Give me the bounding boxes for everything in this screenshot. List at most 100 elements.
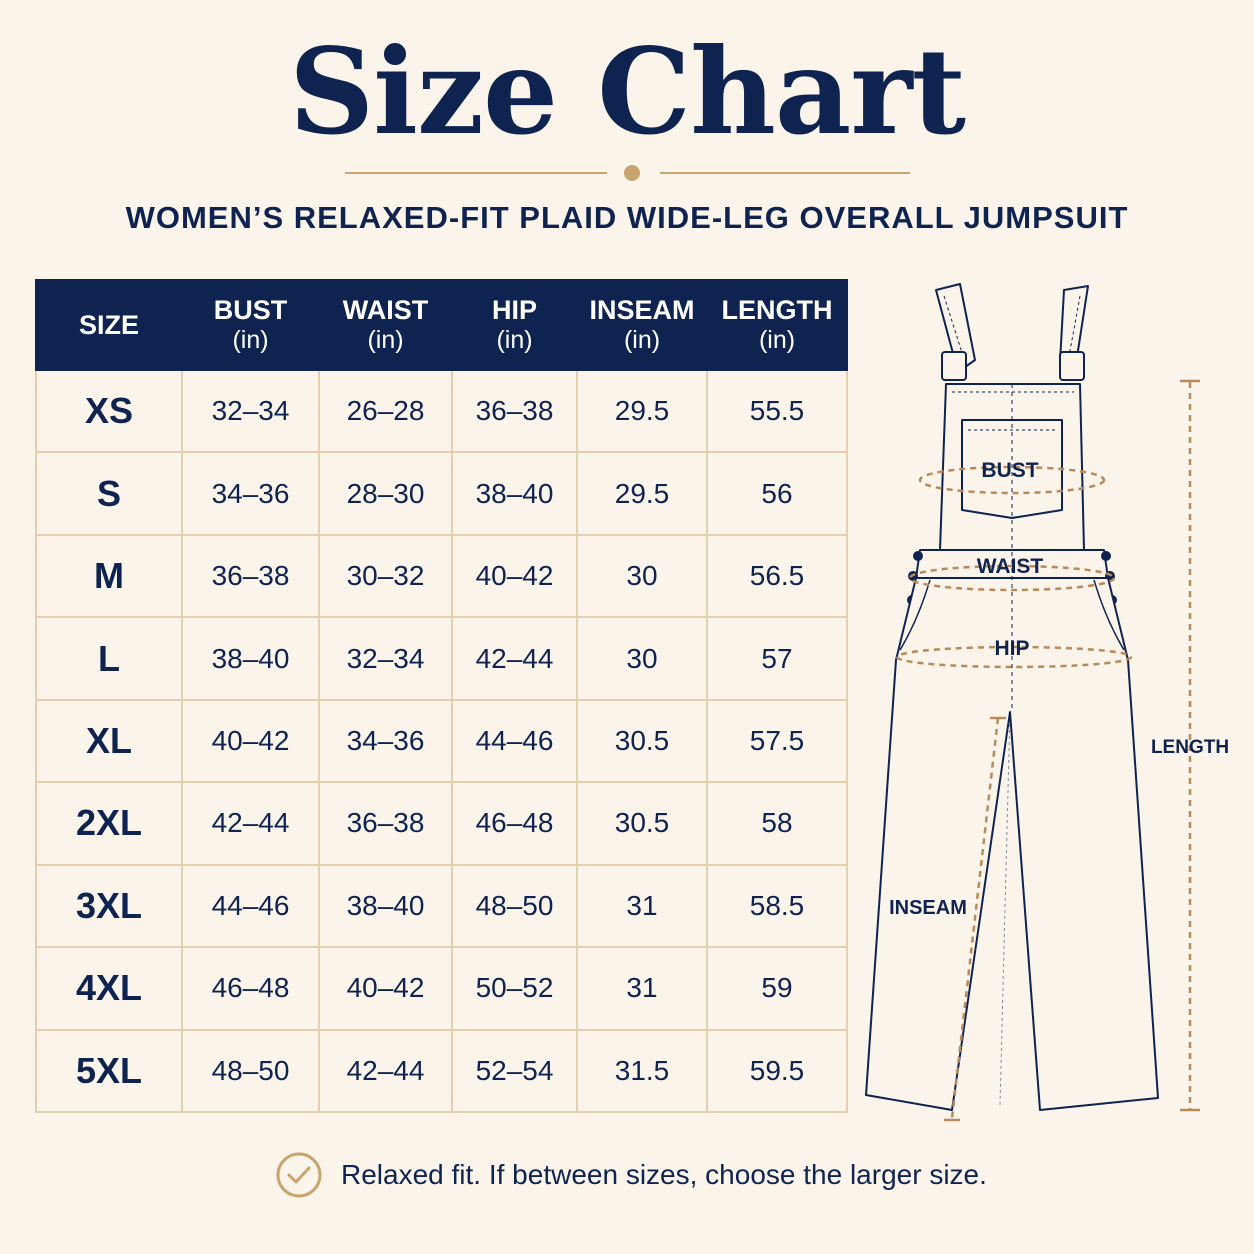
overalls-illustration (865, 283, 1159, 1111)
table-row: XS 32–34 26–28 36–38 29.5 55.5 (35, 368, 848, 454)
measurement-cell: 46–48 (451, 781, 578, 866)
measurement-cell: 57 (706, 616, 848, 701)
measurement-cell: 56.5 (706, 533, 848, 619)
size-cell: 4XL (35, 946, 183, 1031)
measurement-cell: 31.5 (576, 1028, 708, 1113)
measurement-cell: 34–36 (181, 451, 320, 536)
inseam-label: INSEAM (889, 897, 967, 919)
hip-measure-line (895, 645, 1133, 669)
column-header-unit: (in) (232, 326, 269, 354)
hip-label: HIP (994, 637, 1029, 660)
measurement-cell: 44–46 (181, 863, 320, 949)
size-cell: XS (35, 368, 183, 454)
measurement-cell: 30.5 (576, 698, 708, 784)
column-header-unit: (in) (367, 326, 404, 354)
measurement-cell: 31 (576, 946, 708, 1031)
column-header-label: BUST (213, 295, 288, 325)
size-cell: 5XL (35, 1028, 183, 1113)
page-title: Size Chart (288, 22, 966, 161)
measurement-cell: 38–40 (318, 863, 453, 949)
measurement-cell: 29.5 (576, 451, 708, 536)
table-header-row: SIZE BUST (in) WAIST (in) HIP (in) INSEAM (in) LE… (35, 279, 848, 371)
measurement-cell: 58.5 (706, 863, 848, 949)
waist-label: WAIST (977, 555, 1044, 578)
measurement-cell: 58 (706, 781, 848, 866)
size-cell: 3XL (35, 863, 183, 949)
measurement-cell: 48–50 (181, 1028, 320, 1113)
table-row: 4XL 46–48 40–42 50–52 31 59 (35, 946, 848, 1031)
measurement-cell: 48–50 (451, 863, 578, 949)
measurement-cell: 50–52 (451, 946, 578, 1031)
measurement-cell: 40–42 (318, 946, 453, 1031)
measurement-cell: 40–42 (451, 533, 578, 619)
size-cell: S (35, 451, 183, 536)
product-subtitle: WOMEN’S RELAXED-FIT PLAID WIDE-LEG OVERA… (125, 200, 1129, 235)
column-header-label: HIP (491, 295, 537, 325)
measurement-cell: 57.5 (706, 698, 848, 784)
measurement-cell: 36–38 (451, 368, 578, 454)
inseam-measure-line (950, 717, 1000, 1119)
column-header-unit: (in) (496, 326, 533, 354)
measurement-cell: 46–48 (181, 946, 320, 1031)
measurement-cell: 38–40 (181, 616, 320, 701)
column-header-inseam: INSEAM (in) (576, 279, 708, 371)
table-row: M 36–38 30–32 40–42 30 56.5 (35, 533, 848, 619)
measurement-cell: 59.5 (706, 1028, 848, 1113)
measurement-cell: 29.5 (576, 368, 708, 454)
measurement-cell: 59 (706, 946, 848, 1031)
table-row: 5XL 48–50 42–44 52–54 31.5 59.5 (35, 1028, 848, 1113)
size-table: SIZE BUST (in) WAIST (in) HIP (in) INSEAM (in) LE… (35, 279, 848, 1113)
bust-label: BUST (981, 459, 1038, 482)
measurement-cell: 30–32 (318, 533, 453, 619)
table-body: XS 32–34 26–28 36–38 29.5 55.5 S 34–36 28–30 38–4… (35, 368, 848, 1113)
measurement-cell: 34–36 (318, 698, 453, 784)
measurement-cell: 30 (576, 616, 708, 701)
measurement-cell: 40–42 (181, 698, 320, 784)
column-header-hip: HIP (in) (451, 279, 578, 371)
table-row: 3XL 44–46 38–40 48–50 31 58.5 (35, 863, 848, 949)
measurement-cell: 42–44 (318, 1028, 453, 1113)
fit-note-text: Relaxed fit. If between sizes, choose th… (341, 1159, 987, 1190)
measurement-cell: 42–44 (451, 616, 578, 701)
bust-measure-line (918, 465, 1106, 495)
title-divider-left (345, 172, 607, 174)
size-cell: L (35, 616, 183, 701)
table-row: S 34–36 28–30 38–40 29.5 56 (35, 451, 848, 536)
column-header-label: LENGTH (721, 295, 833, 325)
column-header-size: SIZE (35, 279, 183, 371)
measurement-cell: 55.5 (706, 368, 848, 454)
measurement-cell: 36–38 (181, 533, 320, 619)
measurement-cell: 32–34 (181, 368, 320, 454)
measure-end-caps (944, 379, 1200, 1122)
column-header-label: INSEAM (589, 295, 695, 325)
column-header-bust: BUST (in) (181, 279, 320, 371)
measurement-cell: 32–34 (318, 616, 453, 701)
measurement-cell: 30.5 (576, 781, 708, 866)
measurement-cell: 30 (576, 533, 708, 619)
column-header-length: LENGTH (in) (706, 279, 848, 371)
size-cell: M (35, 533, 183, 619)
measurement-cell: 56 (706, 451, 848, 536)
measurement-cell: 26–28 (318, 368, 453, 454)
title-divider-right (660, 172, 910, 174)
column-header-label: SIZE (78, 310, 139, 340)
title-divider-dot (624, 165, 640, 181)
length-label: LENGTH (1151, 737, 1229, 758)
measurement-cell: 31 (576, 863, 708, 949)
table-row: XL 40–42 34–36 44–46 30.5 57.5 (35, 698, 848, 784)
table-row: L 38–40 32–34 42–44 30 57 (35, 616, 848, 701)
fit-note: Relaxed fit. If between sizes, choose th… (275, 1150, 987, 1200)
column-header-waist: WAIST (in) (318, 279, 453, 371)
waist-measure-line (908, 564, 1116, 592)
measurement-cell: 52–54 (451, 1028, 578, 1113)
measurement-cell: 38–40 (451, 451, 578, 536)
column-header-unit: (in) (758, 326, 796, 354)
measurement-cell: 36–38 (318, 781, 453, 866)
measurement-cell: 42–44 (181, 781, 320, 866)
measurement-cell: 28–30 (318, 451, 453, 536)
size-cell: 2XL (35, 781, 183, 866)
table-row: 2XL 42–44 36–38 46–48 30.5 58 (35, 781, 848, 866)
measurement-cell: 44–46 (451, 698, 578, 784)
measurement-guides (895, 382, 1192, 1119)
